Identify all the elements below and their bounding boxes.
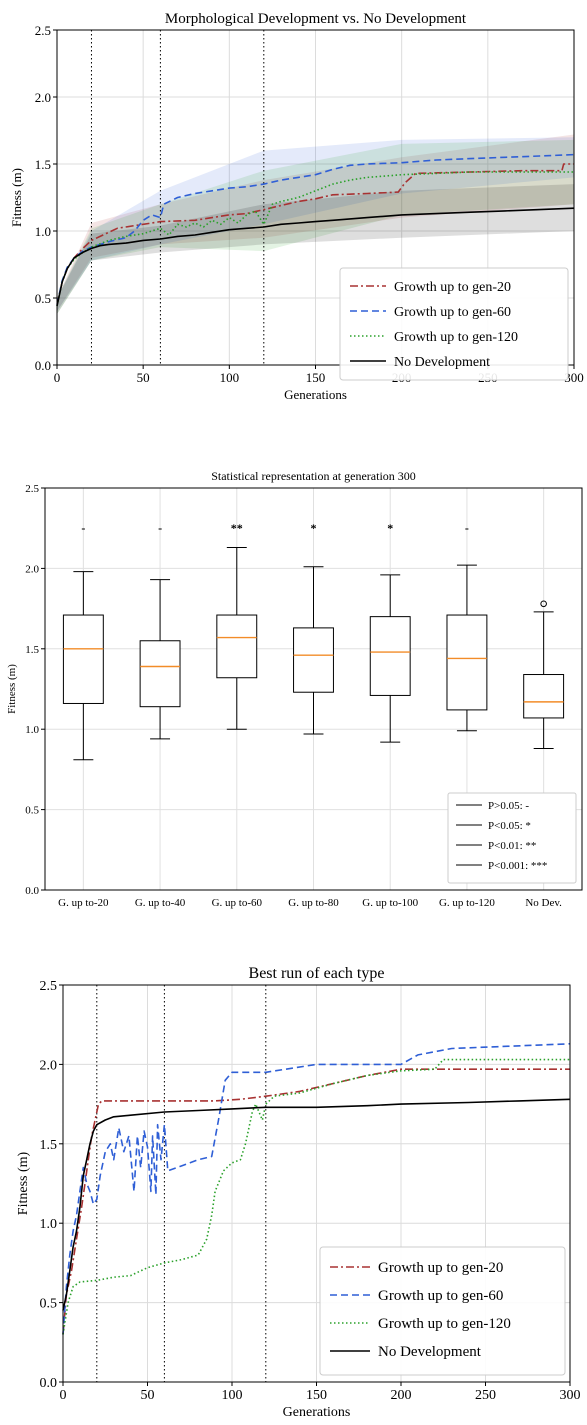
box-outlier <box>540 600 547 608</box>
y-tick-label: 0.0 <box>40 1376 58 1391</box>
legend-label-growth-up-to-gen-60: Growth up to gen-60 <box>394 305 511 320</box>
y-tick-label: 2.5 <box>25 483 39 495</box>
legend-label-growth-up-to-gen-120: Growth up to gen-120 <box>394 330 518 345</box>
y-tick-label: 2.0 <box>35 90 51 105</box>
x-tick-label: 300 <box>564 370 584 385</box>
category-label: G. up to-80 <box>288 897 339 909</box>
series-line-growth-up-to-gen-60 <box>62 1043 571 1335</box>
box-iqr <box>523 674 565 719</box>
y-tick-label: 1.0 <box>25 724 39 736</box>
category-label: G. up to-100 <box>362 897 418 909</box>
chart-development-vs-none: 0501001502002503000.00.51.01.52.02.5Morp… <box>9 11 584 402</box>
chart-title: Morphological Development vs. No Develop… <box>165 11 467 27</box>
band-growth-up-to-gen-20 <box>57 134 574 312</box>
y-axis-label: Fitness (m) <box>16 1151 31 1215</box>
series-line-growth-up-to-gen-60 <box>56 153 575 305</box>
x-tick-label: 100 <box>222 1388 243 1403</box>
series-line-growth-up-to-gen-20 <box>56 163 574 305</box>
x-tick-label: 0 <box>54 370 61 385</box>
x-axis-label: Generations <box>283 1405 351 1420</box>
band-growth-up-to-gen-60 <box>57 137 574 312</box>
box-iqr <box>62 614 104 704</box>
y-tick-label: 0.0 <box>25 885 39 897</box>
box-iqr <box>293 627 334 693</box>
chart-boxplot-gen-300: - G. up to-20 - G. up to-40 ** G. up to-60 * G.… <box>6 469 583 909</box>
y-tick-label: 1.0 <box>35 224 51 239</box>
x-tick-label: 250 <box>475 1388 496 1403</box>
box-iqr <box>139 640 181 708</box>
y-tick-label: 2.0 <box>25 563 39 575</box>
x-tick-label: 100 <box>220 370 240 385</box>
legend-label: P<0.001: *** <box>488 860 547 872</box>
y-axis-label: Fitness (m) <box>6 664 18 714</box>
y-tick-label: 1.0 <box>40 1217 58 1232</box>
chart-title: Statistical representation at generation… <box>211 469 416 483</box>
legend-label-no-development: No Development <box>394 355 490 370</box>
significance-marker: ** <box>231 521 243 535</box>
category-label: G. up to-120 <box>439 897 495 909</box>
y-tick-label: 1.5 <box>25 644 39 656</box>
box-iqr <box>216 614 258 679</box>
y-tick-label: 1.5 <box>35 157 51 172</box>
series-line-growth-up-to-gen-120 <box>62 1058 570 1335</box>
category-label: G. up to-40 <box>135 897 186 909</box>
y-tick-label: 0.5 <box>35 291 51 306</box>
significance-marker: * <box>387 521 393 535</box>
plot-frame <box>44 487 583 891</box>
significance-marker: * <box>311 521 317 535</box>
y-tick-label: 0.5 <box>40 1297 58 1312</box>
legend-label-growth-up-to-gen-60: Growth up to gen-60 <box>378 1288 503 1304</box>
legend-label: P<0.01: ** <box>488 840 536 852</box>
series-line-no-development <box>56 207 575 307</box>
band-no-development <box>57 184 574 315</box>
x-tick-label: 200 <box>391 1388 412 1403</box>
legend-label: P<0.05: * <box>488 820 531 832</box>
x-tick-label: 300 <box>560 1388 581 1403</box>
series-line-no-development <box>62 1098 571 1311</box>
y-axis-label: Fitness (m) <box>9 168 24 227</box>
significance-marker: - <box>465 521 469 535</box>
legend-label-growth-up-to-gen-20: Growth up to gen-20 <box>394 280 511 295</box>
x-tick-label: 50 <box>137 370 150 385</box>
significance-marker: - <box>81 521 85 535</box>
y-tick-label: 2.5 <box>40 979 58 994</box>
box-iqr <box>369 616 411 696</box>
legend-label: P>0.05: - <box>488 800 529 812</box>
band-growth-up-to-gen-120 <box>57 139 574 315</box>
legend-label-growth-up-to-gen-120: Growth up to gen-120 <box>378 1316 511 1332</box>
legend-box <box>339 267 569 381</box>
box-iqr <box>446 614 488 711</box>
y-tick-label: 0.5 <box>25 805 39 817</box>
legend-box <box>447 792 577 884</box>
x-tick-label: 50 <box>141 1388 155 1403</box>
legend-label-growth-up-to-gen-20: Growth up to gen-20 <box>378 1260 503 1276</box>
legend-label-no-development: No Development <box>378 1344 482 1360</box>
category-label: No Dev. <box>525 897 562 909</box>
x-axis-label: Generations <box>284 387 347 402</box>
x-tick-label: 0 <box>60 1388 67 1403</box>
y-tick-label: 0.0 <box>35 358 51 373</box>
y-tick-label: 2.5 <box>35 23 51 38</box>
category-label: G. up to-20 <box>58 897 109 909</box>
chart-best-run: 0 50 100 150 200 250 300 0.0 0.5 1.0 1.5 2.0 2.5 Best… <box>16 965 581 1420</box>
x-tick-label: 150 <box>306 370 326 385</box>
x-tick-label: 150 <box>306 1388 327 1403</box>
category-label: G. up to-60 <box>212 897 263 909</box>
y-tick-label: 1.5 <box>40 1138 58 1153</box>
series-line-growth-up-to-gen-20 <box>62 1068 570 1335</box>
legend-box <box>319 1246 566 1376</box>
significance-marker: - <box>158 521 162 535</box>
chart-title: Best run of each type <box>249 965 385 982</box>
y-tick-label: 2.0 <box>40 1058 58 1073</box>
